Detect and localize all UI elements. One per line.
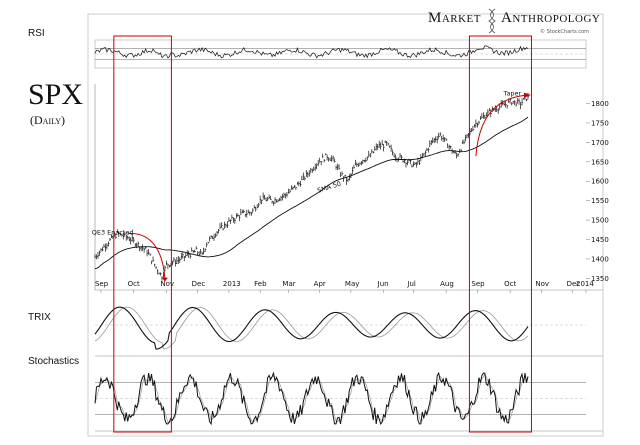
y-tick-label: 1400 xyxy=(591,255,609,263)
brand-left: Market xyxy=(428,10,481,26)
x-tick-label: Apr xyxy=(314,280,326,288)
x-tick-label: Nov xyxy=(160,280,174,288)
trix-panel xyxy=(94,306,603,357)
spx-title: SPX xyxy=(28,78,83,111)
stochastics-panel xyxy=(94,371,603,432)
x-tick-label: Sep xyxy=(471,280,485,288)
y-tick-label: 1500 xyxy=(591,217,609,225)
taper-arrow-head xyxy=(523,92,531,98)
x-tick-label: Aug xyxy=(440,280,454,288)
highlight-window xyxy=(468,35,532,433)
rsi-panel xyxy=(94,39,587,69)
taper-arrow xyxy=(475,94,529,157)
x-tick-label: Nov xyxy=(535,280,549,288)
stochastics-d-line xyxy=(94,373,529,424)
sma-50-line xyxy=(94,116,529,270)
brand-right: Anthropology xyxy=(501,10,600,26)
x-tick-label: Mar xyxy=(282,280,295,288)
rsi-label: RSI xyxy=(28,28,45,39)
x-tick-label: Feb xyxy=(254,280,267,288)
y-tick-label: 1350 xyxy=(591,275,609,283)
x-tick-label: Jun xyxy=(377,280,389,288)
y-tick-label: 1700 xyxy=(591,139,609,147)
qe3-arrow xyxy=(127,233,166,281)
x-tick-label: Jul xyxy=(406,280,416,288)
y-tick-label: 1800 xyxy=(591,100,609,108)
trix-line xyxy=(94,306,529,350)
price-panel: 1350 1400 1450 1500 1550 1600 1650 1700 1750 1800… xyxy=(94,84,609,293)
qe3-arrow-head xyxy=(161,277,168,282)
annotation-qe3: QE3 Enacted xyxy=(92,229,134,237)
x-tick-label: Sep xyxy=(95,280,109,288)
stochastics-k-line xyxy=(94,371,529,426)
spx-subtitle: (Daily) xyxy=(30,113,65,127)
trix-signal-line xyxy=(94,306,529,350)
x-tick-label: Oct xyxy=(128,280,140,288)
x-tick-label: Dec xyxy=(567,280,581,288)
y-tick-label: 1600 xyxy=(591,178,609,186)
x-tick-label: 2013 xyxy=(223,280,241,288)
x-tick-label: Oct xyxy=(504,280,516,288)
highlight-windows xyxy=(113,35,532,433)
x-tick-label: 2014 xyxy=(576,280,594,288)
y-tick-label: 1650 xyxy=(591,158,609,166)
trix-label: TRIX xyxy=(28,312,51,323)
annotation-taper: Taper xyxy=(503,90,522,98)
y-tick-label: 1450 xyxy=(591,236,609,244)
y-tick-label: 1750 xyxy=(591,119,609,127)
credit-text: © StockCharts.com xyxy=(540,28,589,35)
highlight-window xyxy=(113,35,172,433)
stochastics-label: Stochastics xyxy=(28,356,79,367)
chart-frame xyxy=(87,13,604,437)
x-tick-label: Dec xyxy=(192,280,206,288)
rsi-line xyxy=(94,45,529,59)
y-tick-label: 1550 xyxy=(591,197,609,205)
brand-dna-logo-icon xyxy=(488,8,496,34)
x-tick-label: May xyxy=(345,280,359,288)
